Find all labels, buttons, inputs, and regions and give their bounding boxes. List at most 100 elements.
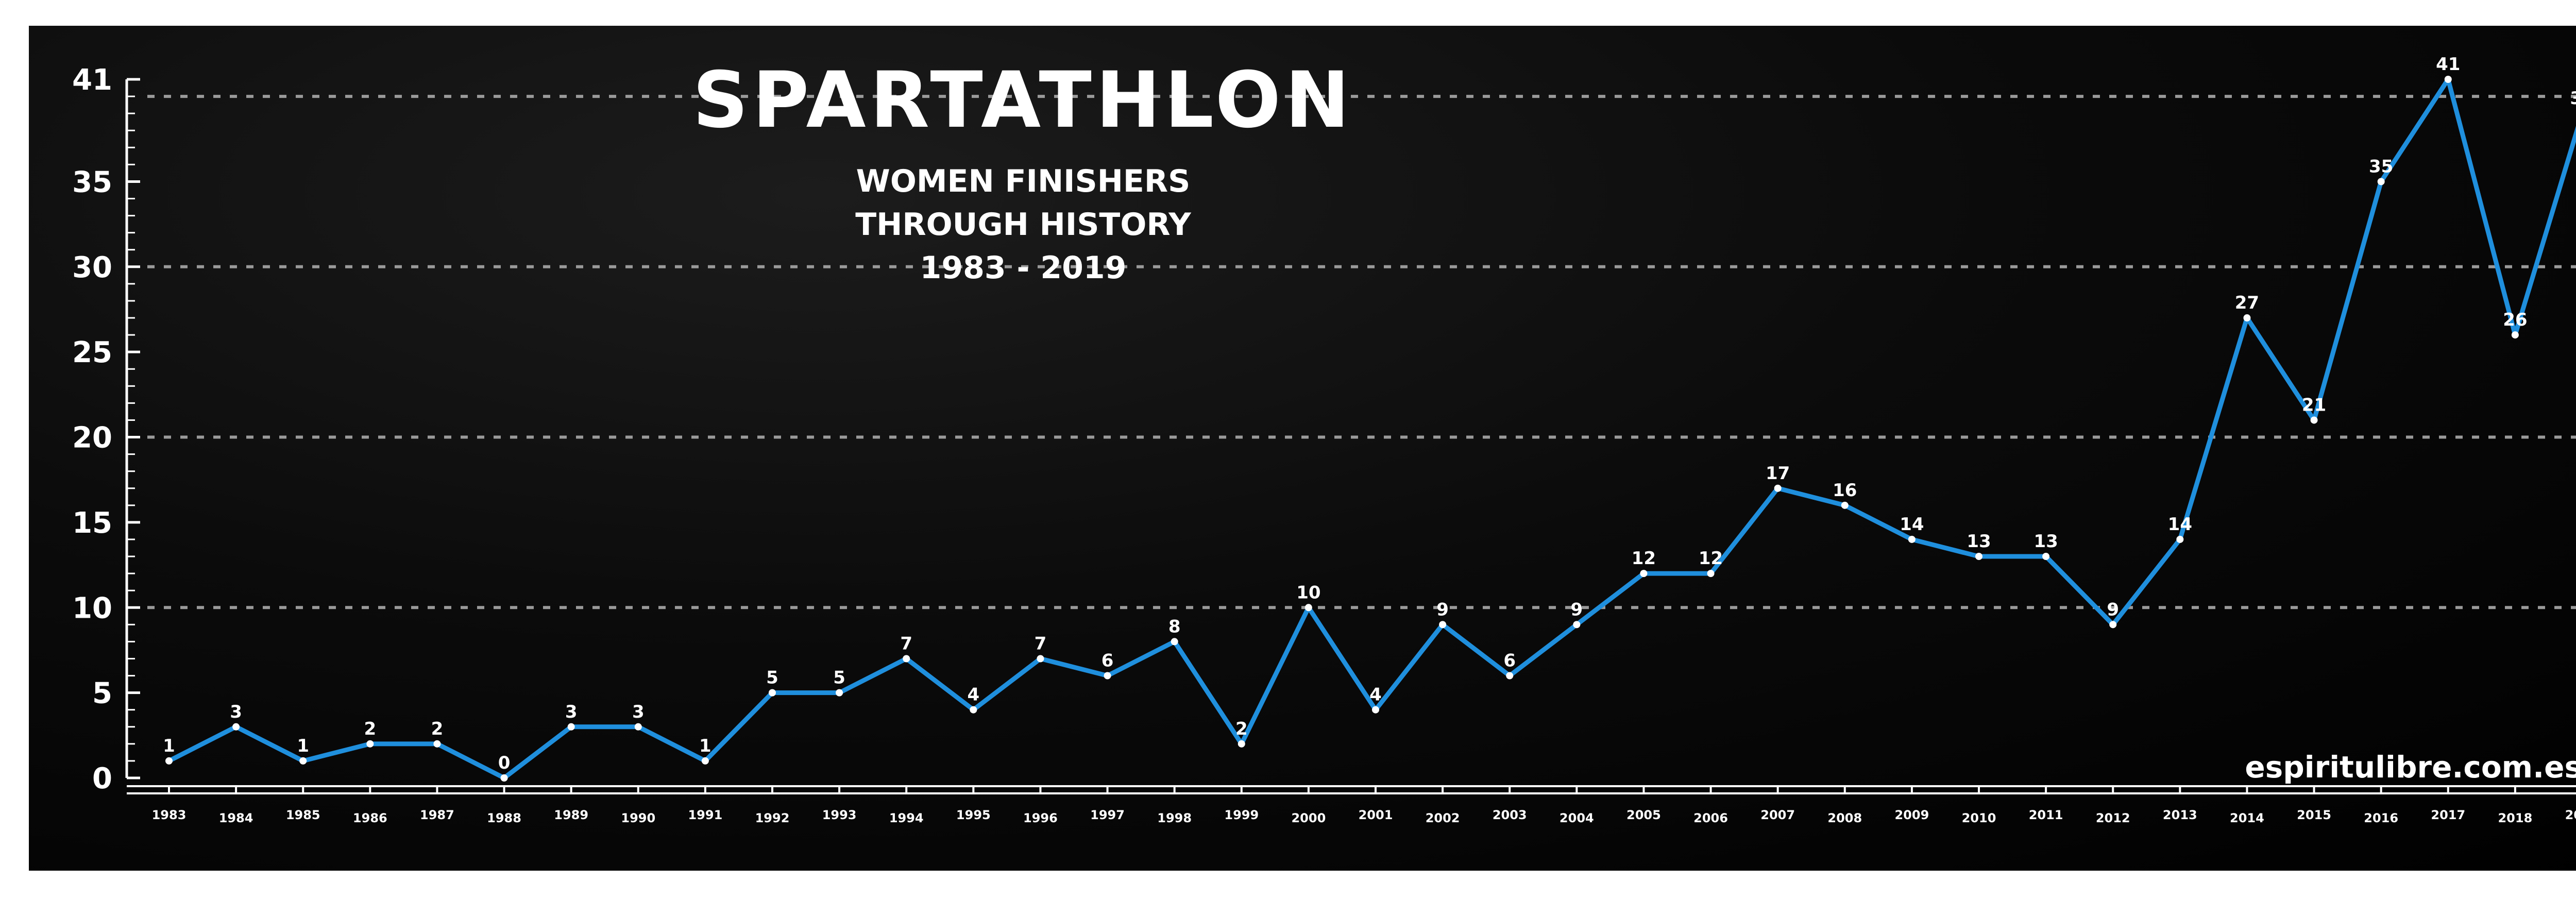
- data-point: [299, 757, 307, 765]
- data-label: 13: [1967, 531, 1991, 552]
- data-label: 41: [2436, 54, 2460, 75]
- data-point: [769, 689, 776, 697]
- data-label: 2: [1235, 719, 1248, 739]
- y-tick-label: 25: [72, 336, 112, 369]
- data-label: 6: [1503, 651, 1516, 671]
- data-label: 2: [364, 719, 376, 739]
- x-tick-label: 1992: [755, 811, 790, 825]
- data-point: [433, 740, 441, 748]
- x-tick-label: 1985: [286, 808, 320, 822]
- x-tick-label: 2003: [1493, 808, 1527, 822]
- data-label: 1: [699, 736, 711, 756]
- x-tick-label: 1984: [219, 811, 253, 825]
- data-point: [1506, 672, 1514, 680]
- x-tick-label: 1996: [1023, 811, 1058, 825]
- data-label: 4: [967, 685, 979, 705]
- data-point: [2377, 178, 2385, 185]
- data-label: 21: [2302, 395, 2326, 415]
- data-label: 39: [2570, 88, 2576, 109]
- data-label: 6: [1101, 651, 1114, 671]
- data-label: 1: [163, 736, 175, 756]
- data-point: [500, 774, 508, 782]
- data-point: [836, 689, 843, 697]
- subtitle-line-2: THROUGH HISTORY: [855, 207, 1191, 243]
- y-tick-label: 35: [72, 165, 112, 199]
- data-label: 14: [1900, 514, 1924, 535]
- y-tick-label: 10: [72, 591, 112, 625]
- data-point: [1171, 638, 1178, 646]
- data-point: [701, 757, 709, 765]
- x-tick-label: 2012: [2096, 811, 2130, 825]
- data-label: 27: [2235, 293, 2259, 313]
- data-point: [165, 757, 173, 765]
- data-label: 5: [833, 668, 845, 688]
- x-tick-label: 2014: [2230, 811, 2264, 825]
- data-point: [2109, 621, 2117, 629]
- data-label: 7: [1035, 633, 1047, 654]
- data-label: 12: [1699, 548, 1723, 569]
- data-label: 8: [1168, 616, 1181, 637]
- x-tick-label: 2000: [1291, 811, 1326, 825]
- data-point: [1774, 484, 1782, 492]
- data-label: 16: [1833, 480, 1857, 501]
- data-label: 9: [1436, 599, 1449, 620]
- x-tick-label: 1983: [152, 808, 187, 822]
- data-label: 4: [1369, 685, 1382, 705]
- x-tick-label: 2004: [1560, 811, 1594, 825]
- y-tick-label: 15: [72, 506, 112, 540]
- data-point: [1037, 655, 1044, 663]
- x-tick-label: 1993: [822, 808, 857, 822]
- x-tick-label: 2010: [1962, 811, 1996, 825]
- data-label: 26: [2503, 310, 2527, 330]
- x-tick-label: 2015: [2297, 808, 2331, 822]
- x-tick-label: 2002: [1426, 811, 1460, 825]
- x-tick-label: 1991: [688, 808, 722, 822]
- x-tick-label: 1997: [1090, 808, 1125, 822]
- data-label: 1: [297, 736, 309, 756]
- data-point: [2243, 314, 2251, 322]
- data-label: 2: [431, 719, 444, 739]
- data-label: 12: [1632, 548, 1656, 569]
- data-point: [366, 740, 374, 748]
- x-tick-label: 2019: [2565, 808, 2576, 822]
- data-point: [1640, 570, 1648, 578]
- chart-title: SPARTATHLON: [692, 56, 1354, 145]
- data-point: [1908, 535, 1916, 543]
- title-block: SPARTATHLON WOMEN FINISHERS THROUGH HIST…: [692, 62, 1497, 290]
- x-tick-label: 2008: [1827, 811, 1862, 825]
- data-label: 5: [766, 668, 778, 688]
- data-point: [634, 723, 642, 731]
- data-label: 14: [2168, 514, 2192, 535]
- x-tick-label: 1987: [420, 808, 454, 822]
- data-point: [1104, 672, 1111, 680]
- y-tick-label: 20: [72, 421, 112, 455]
- chart-frame: 0 5 10 15 20 25 30 35 41 1983 1984 1985 1986 1987 1988…: [29, 26, 2576, 871]
- data-point: [2176, 535, 2184, 543]
- data-label: 0: [498, 753, 511, 773]
- data-point: [232, 723, 240, 731]
- data-point: [903, 655, 910, 663]
- data-label: 35: [2369, 156, 2393, 177]
- data-label: 3: [230, 702, 242, 722]
- x-tick-label: 1994: [889, 811, 924, 825]
- y-tick-label: 41: [72, 63, 112, 97]
- data-point: [1975, 553, 1982, 561]
- x-tick-label: 2007: [1760, 808, 1795, 822]
- x-tick-label: 1998: [1157, 811, 1192, 825]
- data-point: [1238, 740, 1245, 748]
- data-label: 3: [565, 702, 578, 722]
- data-point: [1573, 621, 1581, 629]
- x-tick-label: 2005: [1626, 808, 1661, 822]
- x-tick-label: 2016: [2364, 811, 2398, 825]
- data-point: [2511, 331, 2519, 339]
- data-label: 17: [1766, 463, 1790, 484]
- data-point: [1439, 621, 1447, 629]
- data-label: 13: [2033, 531, 2058, 552]
- x-tick-label: 1988: [487, 811, 521, 825]
- x-tick-label: 1999: [1224, 808, 1259, 822]
- data-point: [2042, 553, 2050, 561]
- data-point: [1372, 706, 1379, 714]
- x-tick-label: 2009: [1894, 808, 1929, 822]
- x-tick-label: 2017: [2431, 808, 2465, 822]
